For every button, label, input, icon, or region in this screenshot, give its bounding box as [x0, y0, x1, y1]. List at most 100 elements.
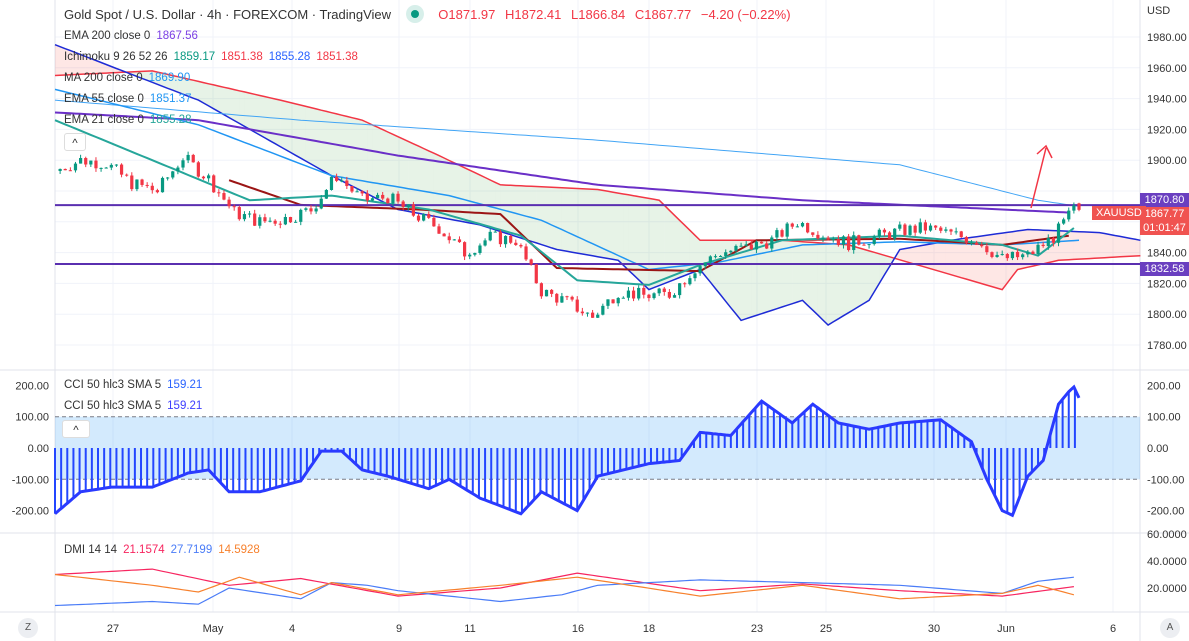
ichimoku-cloud	[428, 150, 434, 217]
ichimoku-cloud	[193, 80, 199, 101]
ichimoku-cloud	[623, 193, 629, 271]
candle-body	[1005, 254, 1009, 259]
ichimoku-cloud	[95, 60, 102, 74]
candle-body	[381, 194, 385, 199]
candle-body	[483, 240, 487, 246]
candle	[693, 272, 697, 282]
legend-ichimoku[interactable]: Ichimoku 9 26 52 26 1859.17 1851.38 1855.28…	[64, 51, 358, 63]
candle-body	[498, 231, 503, 245]
candle	[980, 241, 984, 248]
candle	[893, 228, 897, 241]
candle	[473, 252, 477, 257]
ichimoku-cloud	[244, 91, 250, 130]
collapse-legend-button[interactable]: ^	[64, 133, 86, 151]
ichimoku-cloud	[223, 87, 230, 118]
candle-body	[949, 229, 953, 232]
candle-body	[130, 175, 134, 190]
ichimoku-cloud	[485, 177, 491, 229]
price-tick: 1800.00	[1147, 309, 1187, 321]
candle-body	[212, 175, 216, 193]
candle-body	[693, 273, 697, 279]
legend-cci-2[interactable]: CCI 50 hlc3 SMA 5 159.21	[64, 400, 203, 412]
ichimoku-cloud	[935, 242, 941, 272]
candle-body	[160, 177, 165, 193]
di-plus-line	[54, 568, 1074, 597]
candle	[1041, 241, 1045, 248]
ichimoku-cloud	[654, 199, 660, 288]
ichimoku-cloud	[541, 186, 547, 247]
ichimoku-cloud	[925, 243, 931, 269]
candle	[555, 292, 559, 306]
candle	[995, 251, 999, 258]
legend-ema55[interactable]: EMA 55 close 0 1851.37	[64, 93, 192, 105]
candle	[140, 178, 144, 187]
candle-body	[995, 254, 999, 257]
ichimoku-cloud	[643, 197, 649, 290]
ichimoku-cloud	[797, 241, 803, 303]
ichimoku-cloud	[858, 247, 864, 307]
cci-line	[54, 384, 1081, 518]
ichimoku-cloud	[101, 62, 107, 74]
candle-body	[754, 241, 759, 250]
ichimoku-cloud	[162, 73, 168, 89]
legend-ema200[interactable]: EMA 200 close 0 1867.56	[64, 30, 198, 42]
candle-body	[795, 226, 799, 228]
ichimoku-cloud	[249, 93, 255, 133]
candle	[898, 221, 902, 231]
ohlc-high: H1872.41	[505, 7, 562, 22]
candle-body	[437, 226, 441, 234]
ichimoku-cloud	[270, 97, 276, 144]
candle-body	[125, 174, 129, 176]
candle-body	[724, 252, 728, 256]
candle-body	[826, 237, 830, 240]
ichimoku-cloud	[423, 148, 429, 216]
candle	[437, 223, 441, 234]
candle	[422, 213, 426, 222]
candle	[442, 232, 446, 237]
candle-body	[324, 189, 328, 199]
ichimoku-cloud	[418, 146, 424, 215]
candle	[724, 249, 728, 260]
candle	[355, 188, 359, 193]
ichimoku-cloud	[741, 240, 747, 321]
candle	[918, 218, 922, 235]
candle	[601, 303, 605, 316]
candle-body	[355, 191, 359, 193]
candle-body	[852, 235, 856, 251]
candle-body	[980, 244, 984, 247]
timezone-z-button[interactable]: Z	[18, 618, 38, 638]
candle	[155, 188, 159, 194]
candle-body	[923, 222, 927, 231]
candle	[227, 196, 231, 209]
candle	[1036, 241, 1040, 256]
candle-body	[898, 224, 902, 229]
candle-body	[288, 217, 293, 223]
candle-body	[790, 223, 794, 227]
candle	[729, 250, 733, 255]
candle	[1015, 248, 1020, 261]
ichimoku-cloud	[618, 193, 624, 266]
candle	[237, 205, 241, 221]
collapse-cci-button[interactable]: ^	[62, 420, 90, 438]
legend-dmi[interactable]: DMI 14 14 21.1574 27.7199 14.5928	[64, 544, 260, 556]
candle-body	[493, 231, 497, 233]
legend-ema21[interactable]: EMA 21 close 0 1855.28	[64, 114, 192, 126]
candle-body	[247, 213, 252, 215]
candle	[744, 241, 748, 247]
ichimoku-cloud	[208, 83, 214, 109]
candle-body	[104, 167, 108, 169]
candle	[734, 244, 738, 254]
candle	[882, 228, 887, 237]
candle	[780, 228, 784, 238]
currency-label[interactable]: USD	[1147, 5, 1171, 17]
ichimoku-cloud	[930, 243, 936, 271]
ichimoku-cloud	[234, 89, 240, 124]
candle	[754, 240, 759, 254]
candle-body	[509, 235, 513, 243]
legend-cci-1[interactable]: CCI 50 hlc3 SMA 5 159.21	[64, 379, 203, 391]
ichimoku-base-line	[228, 179, 1069, 273]
time-tick: May	[203, 623, 224, 635]
auto-scale-button[interactable]: A	[1160, 618, 1180, 638]
legend-ma200[interactable]: MA 200 close 0 1869.90	[64, 72, 191, 84]
